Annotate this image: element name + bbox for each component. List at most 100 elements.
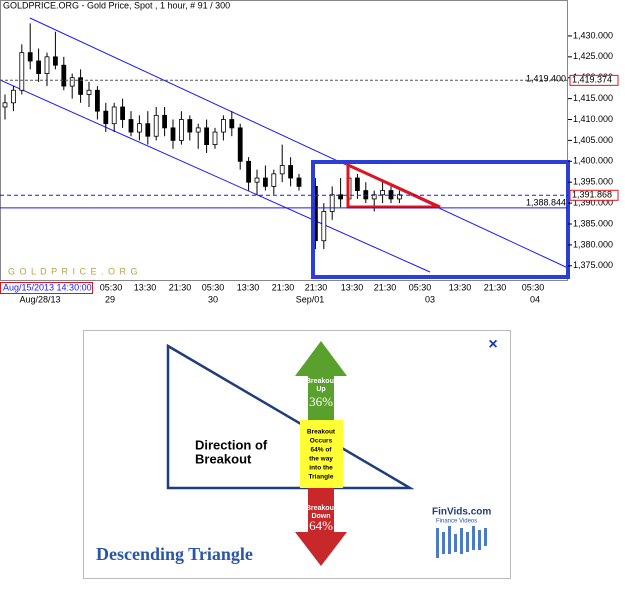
- y-tick-label: 1,415.000: [573, 93, 613, 103]
- middle-zone: [300, 420, 343, 488]
- cursor-date-box: [0, 282, 93, 294]
- arrow-up: [295, 341, 347, 420]
- y-tick-label: 1,405.000: [573, 135, 613, 145]
- x-tick-label: 05:30: [202, 282, 225, 292]
- candle-body: [195, 127, 201, 133]
- x-tick-label: 05:30: [409, 282, 432, 292]
- candle-body: [220, 119, 226, 133]
- candle-body: [229, 119, 235, 129]
- candle-body: [254, 177, 260, 183]
- middle-text: into the: [309, 465, 333, 472]
- candle-body: [363, 190, 369, 200]
- down-label: Down: [311, 513, 330, 520]
- candle-body: [212, 131, 218, 145]
- highlight-box: [311, 160, 570, 279]
- direction-text: Breakout: [195, 451, 252, 466]
- x-tick-label: 21:30: [374, 282, 397, 292]
- logo: FinVids.com: [432, 507, 491, 518]
- x-date-label: Sep/01: [296, 294, 325, 304]
- x-tick-label: 13:30: [134, 282, 157, 292]
- x-date-label: 04: [530, 294, 540, 304]
- candle-body: [136, 123, 142, 133]
- y-tick-label: 1,380.000: [573, 239, 613, 249]
- x-tick-label: 21:30: [169, 282, 192, 292]
- y-tick-label: 1,430.000: [573, 30, 613, 40]
- plot-frame: [0, 0, 568, 281]
- x-tick-label: 21:30: [272, 282, 295, 292]
- candle-body: [296, 177, 302, 187]
- middle-text: Triangle: [309, 474, 334, 481]
- candle-body: [53, 56, 58, 66]
- panel: [83, 330, 511, 579]
- y-tick-label: 1,400.000: [573, 156, 613, 166]
- x-date-label: Aug/28/13: [19, 294, 60, 304]
- candle-body: [120, 106, 125, 120]
- x-date-label: 29: [105, 294, 115, 304]
- candle-body: [111, 106, 117, 125]
- middle-text: Occurs: [310, 438, 333, 445]
- candle-body: [103, 110, 109, 125]
- middle-text: the way: [309, 456, 333, 463]
- y-tick-label: 1,410.000: [573, 114, 613, 124]
- triangle-pattern: [346, 162, 441, 209]
- triangle: [166, 343, 415, 490]
- middle-text: Breakout: [307, 429, 336, 436]
- channel-lower: [0, 79, 431, 273]
- x-tick-label: 05:30: [522, 282, 545, 292]
- candle-body: [128, 119, 134, 133]
- candle-body: [246, 160, 252, 183]
- up-label: Up: [316, 386, 325, 393]
- candle-body: [279, 165, 285, 175]
- candle-body: [204, 127, 210, 145]
- candle-body: [388, 190, 394, 200]
- logo-bars: [436, 526, 487, 558]
- candle-body: [262, 177, 268, 187]
- candle-body: [145, 123, 151, 137]
- candle-body: [178, 119, 184, 141]
- candle-body: [44, 56, 50, 74]
- close-button[interactable]: ×: [488, 336, 497, 353]
- candle-body: [162, 114, 168, 129]
- candle-body: [61, 64, 67, 87]
- y-tick-label: 1,390.000: [573, 197, 613, 207]
- candle-body: [69, 77, 75, 87]
- cursor-date: Aug/15/2013 14:30:00: [3, 282, 92, 292]
- price-box-label: 1,391.868: [572, 190, 612, 200]
- price-box: [569, 74, 619, 86]
- logo-sub: Finance Videos: [436, 519, 477, 525]
- x-tick-label: 13:30: [237, 282, 260, 292]
- candle-body: [19, 52, 25, 91]
- candle-body: [170, 127, 176, 141]
- down-label: Breakout: [306, 505, 337, 512]
- up-pct: 36%: [309, 394, 333, 409]
- x-tick-label: 13:30: [341, 282, 364, 292]
- candle-body: [396, 194, 402, 200]
- y-tick-label: 1,375.000: [573, 260, 613, 270]
- reference-label: 1,419.400: [526, 74, 566, 84]
- candle-body: [321, 211, 327, 242]
- x-date-label: 30: [208, 294, 218, 304]
- watermark: G O L D P R I C E . O R G: [8, 266, 139, 276]
- price-box-label: 1,419.374: [572, 75, 612, 85]
- up-label: Breakout: [306, 378, 337, 385]
- candle-body: [187, 119, 193, 133]
- candle-body: [237, 127, 243, 162]
- candle-body: [354, 177, 360, 191]
- y-tick-label: 1,425.000: [573, 51, 613, 61]
- x-tick-label: 21:30: [484, 282, 507, 292]
- candle-body: [36, 60, 41, 74]
- candle-body: [153, 114, 159, 137]
- candle-body: [78, 77, 83, 95]
- candle-body: [371, 194, 377, 200]
- candle-body: [95, 89, 100, 112]
- candle-body: [338, 194, 344, 200]
- candle-body: [271, 173, 277, 187]
- infographic-title: Descending Triangle: [96, 544, 253, 564]
- candle-body: [10, 89, 16, 104]
- candle-body: [288, 165, 294, 179]
- middle-text: 64% of: [311, 447, 333, 454]
- direction-text: Direction of: [195, 437, 268, 452]
- down-pct: 64%: [309, 518, 333, 533]
- y-tick-label: 1,385.000: [573, 218, 613, 228]
